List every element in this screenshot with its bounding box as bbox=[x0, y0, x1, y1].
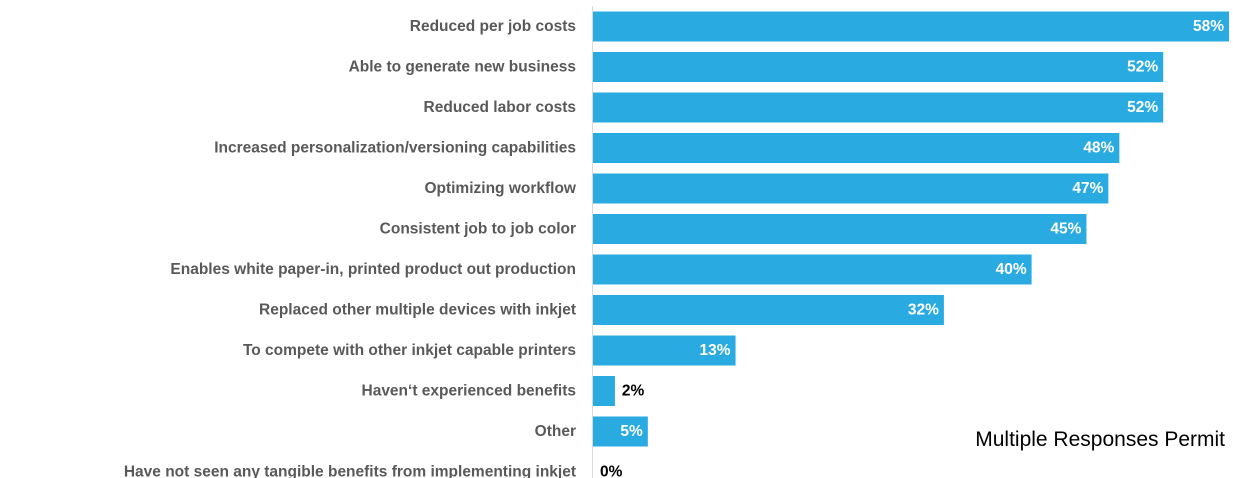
value-label: 48% bbox=[1083, 140, 1114, 157]
bar bbox=[593, 295, 944, 325]
bar bbox=[593, 173, 1109, 204]
bar bbox=[593, 254, 1032, 285]
category-label: To compete with other inkjet capable pri… bbox=[243, 342, 576, 359]
value-label: 47% bbox=[1072, 180, 1103, 197]
bars bbox=[593, 11, 1229, 447]
value-label: 32% bbox=[908, 302, 939, 319]
value-label: 5% bbox=[620, 423, 643, 440]
bar bbox=[593, 133, 1120, 163]
value-label: 52% bbox=[1127, 59, 1158, 76]
bar bbox=[593, 416, 648, 447]
category-label: Haven‘t experienced benefits bbox=[362, 383, 577, 400]
value-label: 0% bbox=[600, 464, 623, 478]
category-label: Have not seen any tangible benefits from… bbox=[124, 464, 576, 478]
bar bbox=[593, 52, 1164, 82]
category-label: Other bbox=[535, 423, 576, 440]
category-label: Reduced labor costs bbox=[424, 99, 576, 116]
category-label: Increased personalization/versioning cap… bbox=[214, 140, 576, 157]
value-label: 45% bbox=[1050, 221, 1081, 238]
bar bbox=[593, 11, 1229, 42]
value-label: 40% bbox=[996, 261, 1027, 278]
value-label: 2% bbox=[622, 383, 645, 400]
bar bbox=[593, 214, 1087, 244]
category-label: Able to generate new business bbox=[349, 59, 576, 76]
bar bbox=[593, 376, 615, 406]
category-labels: Reduced per job costs Able to generate ne… bbox=[124, 18, 577, 478]
value-label: 58% bbox=[1193, 18, 1224, 35]
value-label: 52% bbox=[1127, 99, 1158, 116]
footnote: Multiple Responses Permit bbox=[975, 428, 1225, 451]
category-label: Reduced per job costs bbox=[410, 18, 576, 35]
bar bbox=[593, 92, 1164, 123]
category-label: Enables white paper-in, printed product … bbox=[170, 261, 576, 278]
value-label: 13% bbox=[700, 342, 731, 359]
value-labels: 58% 52% 52% 48% 47% 45% 40% 32% 13% 2% 5% 0% bbox=[600, 18, 1224, 478]
category-label: Replaced other multiple devices with ink… bbox=[259, 302, 576, 319]
category-label: Consistent job to job color bbox=[380, 221, 576, 238]
bar bbox=[593, 335, 736, 366]
category-label: Optimizing workflow bbox=[424, 180, 576, 197]
